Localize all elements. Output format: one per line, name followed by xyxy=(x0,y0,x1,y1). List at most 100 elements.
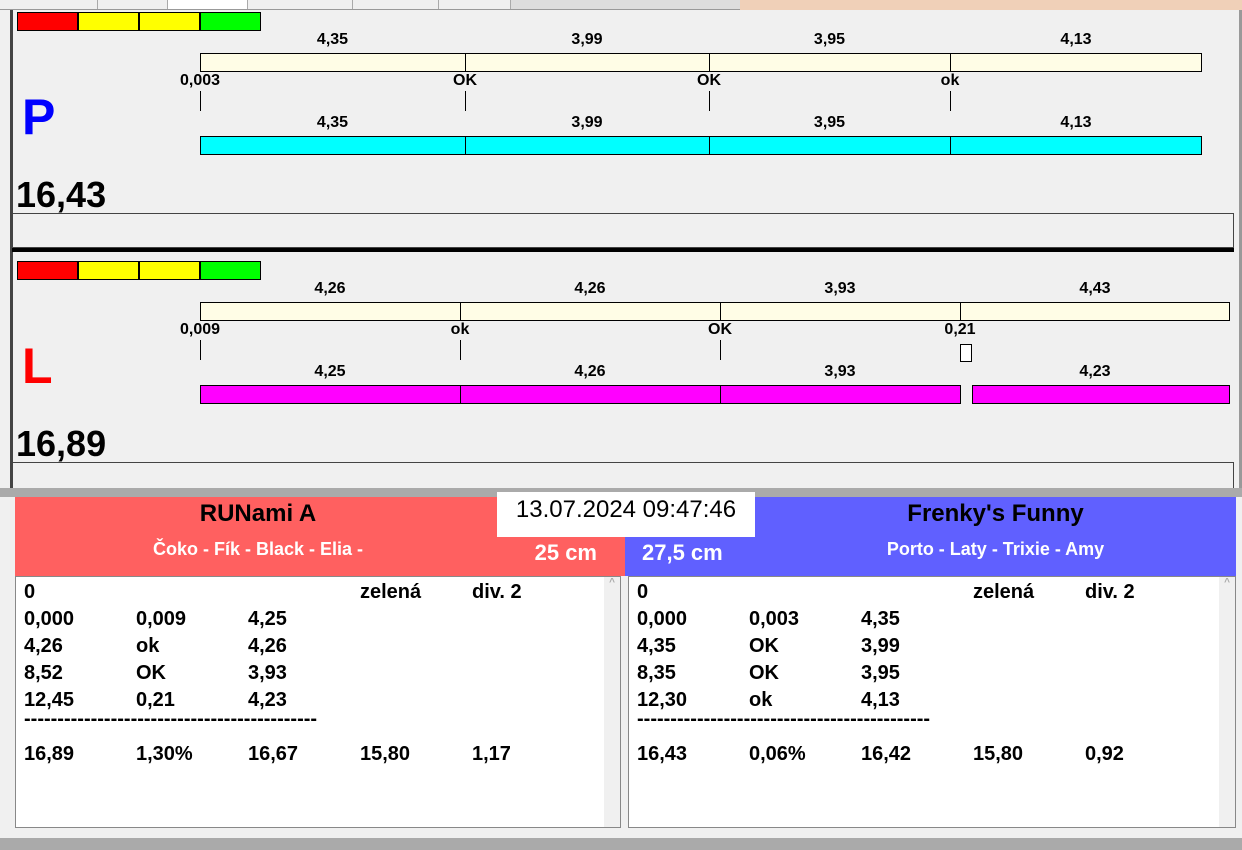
lanes-frame xyxy=(10,10,1242,488)
tick xyxy=(709,91,710,111)
cell: zelená xyxy=(973,581,1035,603)
lane-divider xyxy=(12,248,1234,252)
split-divider xyxy=(460,302,461,321)
cell: 12,30 xyxy=(637,689,688,711)
total-cell: 0,06% xyxy=(749,743,806,765)
separator: ----------------------------------------… xyxy=(24,708,318,730)
total-cell: 16,89 xyxy=(24,743,75,765)
total-cell: 15,80 xyxy=(360,743,411,765)
cell: 4,26 xyxy=(248,635,287,657)
split-time: 3,99 xyxy=(571,31,603,48)
total-cell: 1,30% xyxy=(136,743,193,765)
lane-time: 3,95 xyxy=(813,114,846,131)
tick xyxy=(950,91,951,111)
total-cell: 1,17 xyxy=(472,743,511,765)
lane-bar xyxy=(200,385,961,404)
split-bar xyxy=(200,302,1230,321)
lane-bar xyxy=(200,136,1202,155)
split-divider xyxy=(720,302,721,321)
cell: 4,35 xyxy=(637,635,676,657)
split-divider xyxy=(709,53,710,72)
cell: 0,009 xyxy=(136,608,187,630)
handover-mark: OK xyxy=(708,321,732,338)
lane-letter: P xyxy=(22,89,56,145)
rating-scale-segment xyxy=(78,261,139,280)
handover-mark: ok xyxy=(450,321,470,338)
team-b-height: 27,5 cm xyxy=(642,540,723,565)
cell: 4,25 xyxy=(248,608,287,630)
split-bar xyxy=(200,53,1202,72)
cell: div. 2 xyxy=(472,581,522,603)
late-marker xyxy=(960,344,972,362)
separator: ----------------------------------------… xyxy=(637,708,931,730)
lane-time: 4,25 xyxy=(314,363,346,380)
scrollbar[interactable]: ^ xyxy=(1219,577,1235,827)
rating-scale-segment xyxy=(17,12,78,31)
cell: 4,13 xyxy=(861,689,900,711)
tab-strip[interactable] xyxy=(0,0,740,10)
tick xyxy=(200,340,201,360)
split-time: 3,93 xyxy=(824,280,856,297)
handover-mark: 0,009 xyxy=(179,321,221,338)
lane-total: 16,43 xyxy=(16,174,107,215)
team-b-dogs: Porto - Laty - Trixie - Amy xyxy=(886,539,1105,559)
rating-scale-segment xyxy=(200,261,261,280)
lane-time: 4,26 xyxy=(574,363,606,380)
lane-time: 4,35 xyxy=(316,114,349,131)
cell: 0 xyxy=(637,581,649,603)
split-divider xyxy=(950,53,951,72)
handover-mark: OK xyxy=(697,72,721,89)
cell: 0,003 xyxy=(749,608,800,630)
tick xyxy=(460,340,461,360)
total-cell: 0,92 xyxy=(1085,743,1124,765)
lane-info-box xyxy=(12,213,1234,248)
cell: OK xyxy=(136,662,166,684)
team-a-dogs: Čoko - Fík - Black - Elia - xyxy=(152,539,364,559)
team-a-results[interactable]: 0 zelená div. 2 0,000 0,009 4,25 4,26 ok 4,26 8,5… xyxy=(15,576,621,828)
cell: 8,35 xyxy=(637,662,676,684)
split-divider xyxy=(465,53,466,72)
status-bar xyxy=(0,838,1242,850)
cell: ok xyxy=(136,635,160,657)
lane-divider xyxy=(460,385,461,404)
lane-divider xyxy=(465,136,466,155)
tick xyxy=(465,91,466,111)
handover-mark: 0,003 xyxy=(179,72,221,89)
total-cell: 15,80 xyxy=(973,743,1024,765)
cell: zelená xyxy=(360,581,422,603)
cell: 4,26 xyxy=(24,635,63,657)
handover-mark: OK xyxy=(453,72,477,89)
lane-divider xyxy=(720,385,721,404)
cell: 0,000 xyxy=(637,608,688,630)
lane-time: 4,23 xyxy=(1079,363,1111,380)
cell: 8,52 xyxy=(24,662,63,684)
total-cell: 16,42 xyxy=(861,743,912,765)
header-strip xyxy=(740,0,1242,10)
cell: 0,21 xyxy=(136,689,175,711)
cell: 3,95 xyxy=(861,662,900,684)
cell: div. 2 xyxy=(1085,581,1135,603)
team-a-height: 25 cm xyxy=(534,540,597,565)
lane-bar xyxy=(972,385,1230,404)
split-time: 3,95 xyxy=(813,31,846,48)
split-time: 4,26 xyxy=(314,280,346,297)
scrollbar[interactable]: ^ xyxy=(604,577,620,827)
handover-mark: 0,21 xyxy=(944,321,976,338)
handover-mark: ok xyxy=(940,72,960,89)
tick xyxy=(200,91,201,111)
lane-total: 16,89 xyxy=(16,423,107,464)
lane-time: 4,13 xyxy=(1060,114,1092,131)
team-b-results[interactable]: 0 zelená div. 2 0,000 0,003 4,35 4,35 OK 3,99 8,3… xyxy=(628,576,1236,828)
split-time: 4,26 xyxy=(574,280,606,297)
lane-letter: L xyxy=(22,338,53,394)
lane-time: 3,93 xyxy=(824,363,856,380)
cell: 0,000 xyxy=(24,608,75,630)
rating-scale-segment xyxy=(139,12,200,31)
total-cell: 16,67 xyxy=(248,743,299,765)
tick xyxy=(720,340,721,360)
split-divider xyxy=(960,302,961,321)
cell: OK xyxy=(749,662,779,684)
split-time: 4,43 xyxy=(1079,280,1111,297)
split-time: 4,35 xyxy=(316,31,349,48)
cell: 12,45 xyxy=(24,689,75,711)
